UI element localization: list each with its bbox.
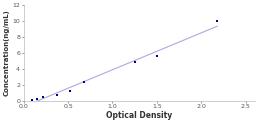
Y-axis label: Concentration(ng/mL): Concentration(ng/mL) (3, 10, 10, 96)
X-axis label: Optical Density: Optical Density (106, 111, 172, 120)
